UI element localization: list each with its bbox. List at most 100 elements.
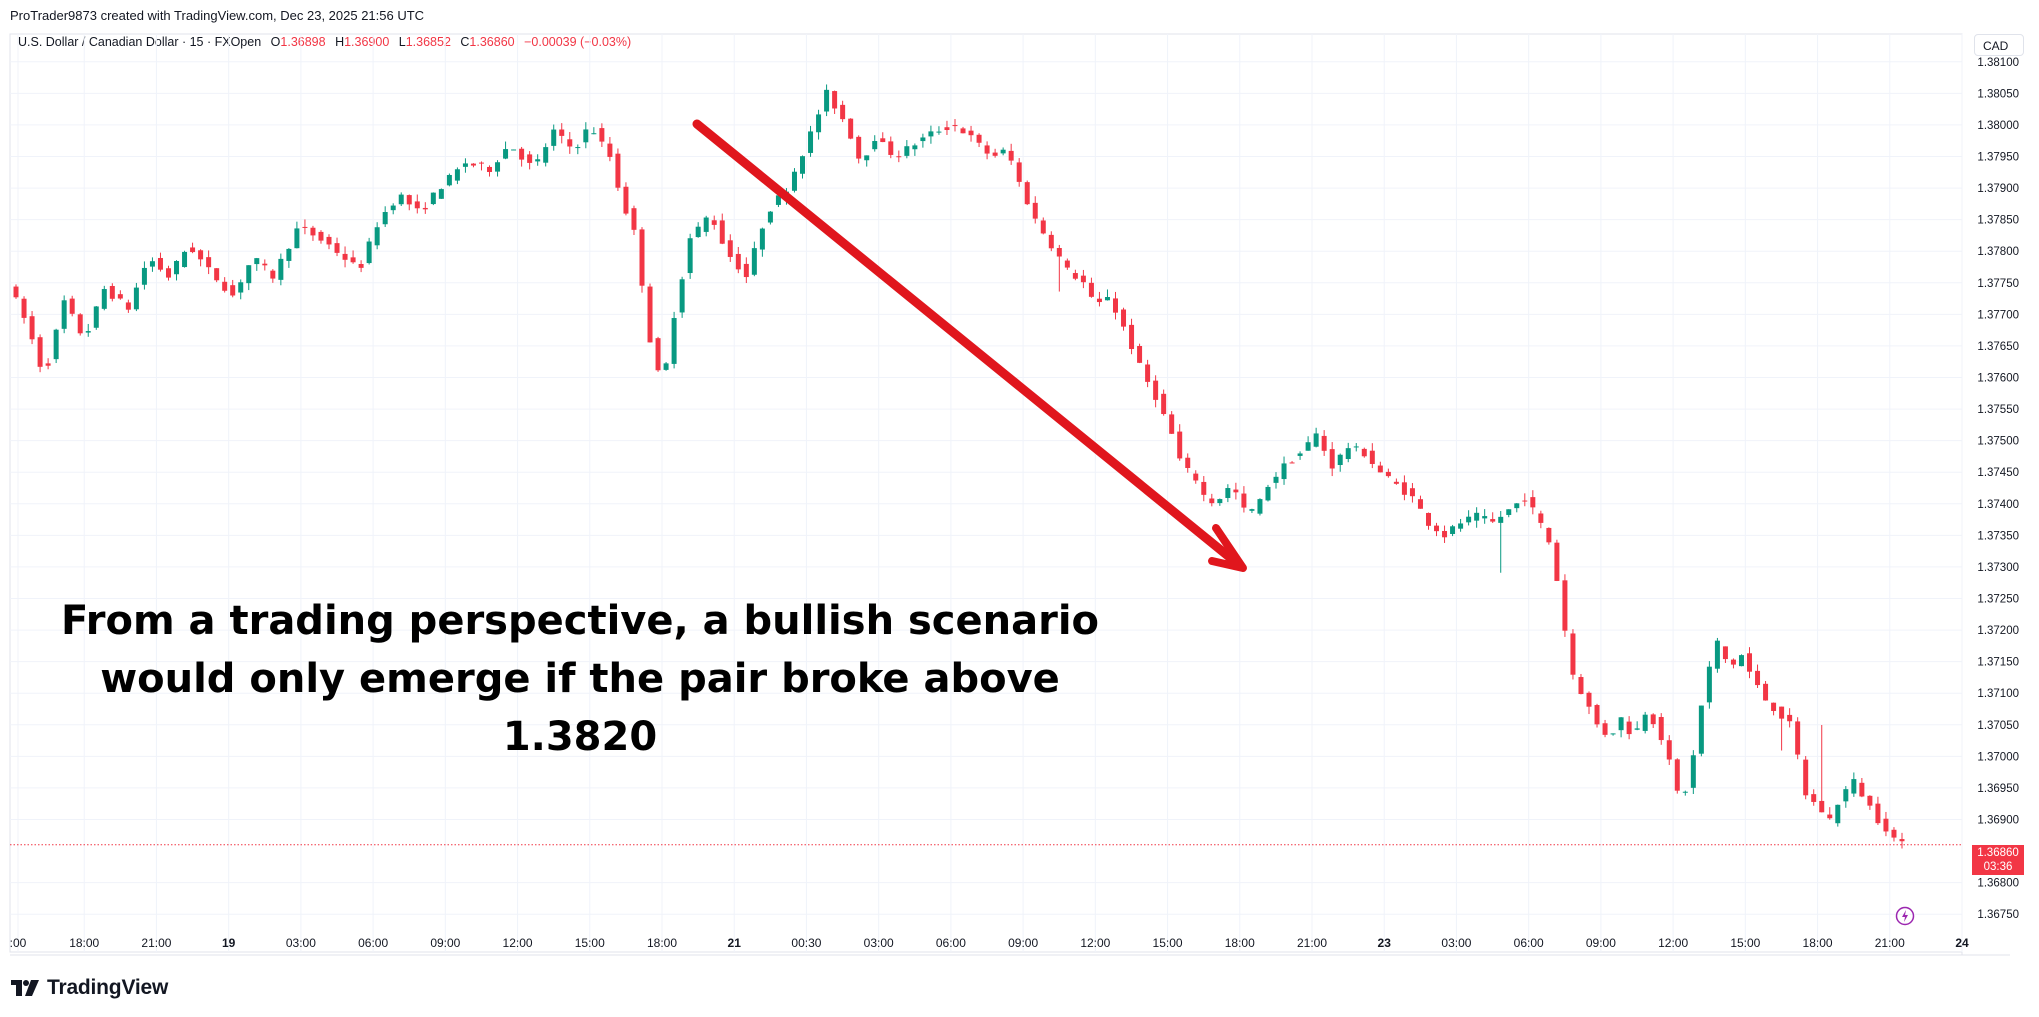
tradingview-logo-icon	[11, 980, 39, 996]
high-label: H	[335, 35, 345, 49]
change-value: −0.00039 (−0.03%)	[524, 35, 632, 49]
candle-body	[310, 227, 316, 236]
candle-body	[976, 134, 982, 143]
candle-body	[1458, 523, 1464, 529]
candle-body	[735, 253, 741, 270]
candle-body	[1056, 247, 1062, 257]
candle-body	[149, 261, 155, 267]
candle-body	[1169, 414, 1175, 434]
candle-body	[920, 137, 926, 142]
candle-body	[856, 136, 862, 159]
candle-body	[1602, 723, 1608, 735]
candle-body	[1345, 448, 1351, 460]
price-tick-label: 1.37150	[1977, 657, 2019, 669]
candle-body	[1690, 755, 1696, 788]
candle-body	[1112, 298, 1118, 313]
candle-body	[53, 329, 59, 360]
price-tick-label: 1.37250	[1977, 594, 2019, 606]
candle-body	[832, 91, 838, 109]
currency-button[interactable]: CAD	[1974, 34, 2024, 56]
candle-body	[1145, 364, 1151, 382]
tradingview-logo[interactable]: TradingView	[11, 976, 168, 1000]
time-tick-label: 03:00	[864, 936, 894, 950]
candle-body	[1867, 795, 1873, 806]
candle-body	[824, 89, 830, 112]
candle-body	[1080, 275, 1086, 283]
candle-body	[13, 286, 19, 298]
close-label: C	[460, 35, 470, 49]
candle-body	[1594, 705, 1600, 725]
time-tick-label: 03:00	[1441, 936, 1471, 950]
candle-body	[1859, 782, 1865, 797]
lightning-icon[interactable]	[1895, 906, 1915, 926]
candle-body	[1161, 393, 1167, 415]
candle-body	[655, 338, 661, 371]
candle-body	[591, 133, 597, 135]
candle-body	[1385, 471, 1391, 477]
candle-body	[767, 211, 773, 223]
candle-body	[1281, 463, 1287, 480]
close-value: 1.36860	[469, 35, 515, 49]
candle-body	[1706, 666, 1712, 703]
candle-body	[1843, 789, 1849, 802]
time-tick-label: 18:00	[1225, 936, 1255, 950]
candle-body	[29, 316, 35, 340]
annotation-line-1: From a trading perspective, a bullish sc…	[60, 598, 1100, 644]
candle-body	[1040, 220, 1046, 234]
candle-body	[1064, 260, 1070, 268]
high-value: 1.36900	[344, 35, 390, 49]
candle-body	[840, 104, 846, 120]
price-tick-label: 1.38000	[1977, 120, 2019, 132]
candle-body	[254, 258, 260, 265]
time-tick-label: 15:00	[1153, 936, 1183, 950]
candle-body	[800, 156, 806, 174]
open-label: O	[270, 35, 281, 49]
candle-body	[1658, 717, 1664, 741]
candle-body	[366, 241, 372, 264]
candle-body	[238, 282, 244, 293]
price-tick-label: 1.37450	[1977, 467, 2019, 479]
candle-body	[679, 279, 685, 313]
candle-body	[374, 227, 380, 246]
last-price-tag: 1.36860 03:36	[1972, 845, 2024, 875]
candle-body	[912, 145, 918, 150]
candle-body	[503, 149, 509, 159]
candle-body	[551, 129, 557, 146]
candle-body	[695, 226, 701, 238]
candle-body	[1482, 516, 1488, 519]
time-tick-label: 19	[222, 936, 236, 950]
candle-body	[1883, 818, 1889, 832]
candle-body	[182, 251, 188, 268]
candle-body	[944, 127, 950, 131]
candle-body	[222, 281, 228, 291]
candle-body	[519, 148, 525, 160]
candle-body	[1450, 526, 1456, 534]
candle-body	[1610, 733, 1616, 735]
candle-body	[270, 270, 276, 279]
candle-body	[1265, 486, 1271, 501]
candle-body	[390, 205, 396, 211]
symbol-name[interactable]: U.S. Dollar / Canadian Dollar · 15 · FXO…	[18, 35, 262, 49]
candle-body	[1835, 804, 1841, 824]
candle-body	[1578, 677, 1584, 695]
candle-body	[952, 125, 958, 127]
price-tick-label: 1.37300	[1977, 562, 2019, 574]
candle-body	[1048, 234, 1054, 249]
candle-body	[1819, 800, 1825, 813]
candle-body	[430, 192, 436, 205]
candle-body	[230, 285, 236, 296]
price-tick-label: 1.37950	[1977, 152, 2019, 164]
candle-body	[446, 174, 452, 186]
trend-arrow-shaft	[692, 119, 1238, 565]
annotation-line-2: would only emerge if the pair broke abov…	[100, 656, 1060, 760]
candle-body	[21, 298, 27, 318]
candle-body	[1891, 829, 1897, 838]
candle-body	[262, 263, 268, 266]
candle-body	[69, 298, 75, 314]
price-tick-label: 1.38050	[1977, 88, 2019, 100]
candle-body	[141, 267, 147, 285]
candle-body	[1787, 714, 1793, 722]
price-tick-label: 1.37600	[1977, 373, 2019, 385]
price-tick-label: 1.36950	[1977, 783, 2019, 795]
